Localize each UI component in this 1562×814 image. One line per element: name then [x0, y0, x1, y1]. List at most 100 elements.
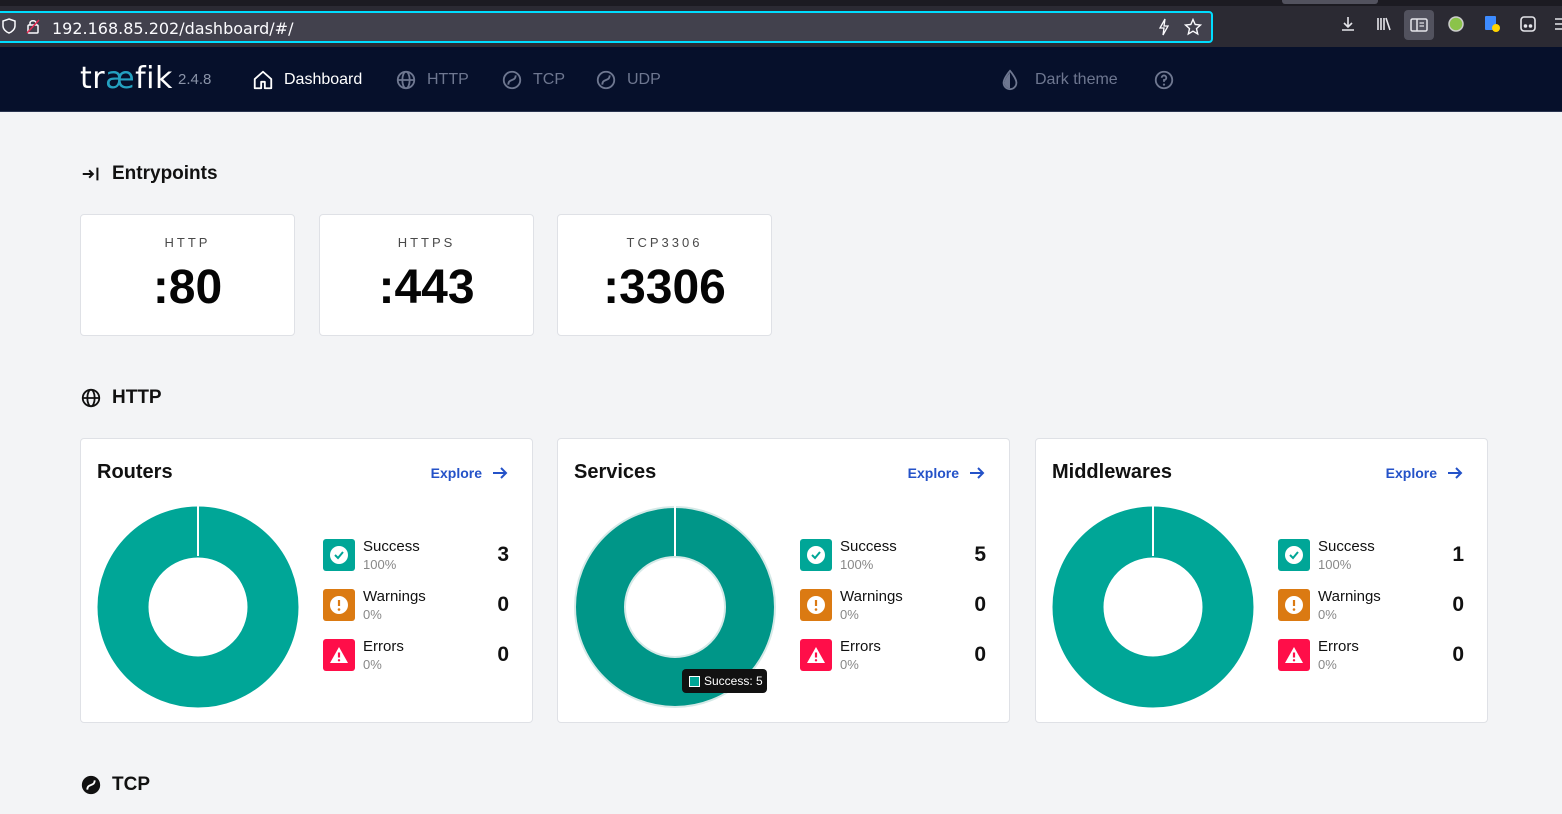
- legend-percent: 0%: [363, 657, 382, 672]
- extension-mask-icon[interactable]: [1519, 15, 1537, 33]
- legend-count: 0: [1452, 593, 1464, 616]
- entrypoint-name: HTTPS: [397, 235, 456, 250]
- legend-warnings: Warnings 0% 0: [800, 588, 986, 623]
- legend-label: Success: [363, 538, 420, 555]
- error-icon: [1278, 639, 1310, 671]
- dark-theme-toggle[interactable]: Dark theme: [999, 68, 1118, 92]
- success-icon: [1278, 539, 1310, 571]
- legend-label: Warnings: [1318, 588, 1381, 605]
- entry-arrow-icon: [82, 167, 99, 181]
- error-icon: [323, 639, 355, 671]
- nav-item-udp[interactable]: UDP: [595, 68, 661, 92]
- entrypoint-name: HTTP: [164, 235, 211, 250]
- lock-insecure-icon[interactable]: [26, 18, 40, 38]
- nav-item-label: TCP: [533, 71, 565, 88]
- explore-link[interactable]: Explore: [908, 463, 987, 483]
- url-text[interactable]: 192.168.85.202/dashboard/#/: [52, 19, 294, 38]
- legend-percent: 0%: [363, 607, 382, 622]
- legend-label: Success: [1318, 538, 1375, 555]
- legend-errors: Errors 0% 0: [800, 638, 986, 673]
- reader-view-icon[interactable]: [1404, 10, 1434, 40]
- address-bar[interactable]: 192.168.85.202/dashboard/#/: [0, 11, 1213, 43]
- download-icon[interactable]: [1339, 15, 1357, 33]
- panel-title: Services: [574, 461, 657, 483]
- explore-link[interactable]: Explore: [431, 463, 510, 483]
- nav-item-tcp[interactable]: TCP: [501, 68, 565, 92]
- legend-count: 0: [497, 593, 509, 616]
- lightning-icon[interactable]: [1158, 18, 1170, 40]
- explore-label: Explore: [430, 465, 482, 481]
- legend-label: Errors: [1318, 638, 1359, 655]
- status-donut-chart[interactable]: [97, 506, 299, 708]
- legend-label: Success: [840, 538, 897, 555]
- legend-count: 0: [974, 593, 986, 616]
- section-title-text: Entrypoints: [112, 163, 218, 184]
- dark-theme-label: Dark theme: [1035, 71, 1118, 88]
- browser-toolbar: 192.168.85.202/dashboard/#/: [0, 0, 1562, 47]
- panel-services: Services Explore Success 100% 5 Warnings…: [557, 438, 1010, 723]
- legend-count: 0: [974, 643, 986, 666]
- tooltip-text: Success: 5: [704, 674, 763, 688]
- top-navigation: træfik 2.4.8 Dashboard HTTP TCP UDP Dark…: [0, 47, 1562, 112]
- warning-icon: [323, 589, 355, 621]
- section-title-text: HTTP: [112, 387, 162, 408]
- panel-middlewares: Middlewares Explore Success 100% 1 Warni…: [1035, 438, 1488, 723]
- arrow-right-icon: [493, 467, 508, 479]
- logo-text-ae: æ: [105, 61, 136, 96]
- success-icon: [323, 539, 355, 571]
- legend-percent: 0%: [1318, 607, 1337, 622]
- success-icon: [800, 539, 832, 571]
- legend-success: Success 100% 3: [323, 538, 509, 573]
- menu-icon[interactable]: [1553, 15, 1562, 33]
- explore-label: Explore: [1385, 465, 1437, 481]
- error-icon: [800, 639, 832, 671]
- legend-label: Warnings: [363, 588, 426, 605]
- explore-link[interactable]: Explore: [1386, 463, 1465, 483]
- legend-percent: 0%: [840, 607, 859, 622]
- bookmark-star-icon[interactable]: [1183, 17, 1203, 40]
- entrypoint-card-http: HTTP :80: [80, 214, 295, 336]
- entrypoint-name: TCP3306: [626, 235, 703, 250]
- tooltip-swatch: [689, 675, 700, 687]
- legend-percent: 100%: [1318, 557, 1352, 572]
- tcp-icon: [81, 775, 101, 795]
- status-donut-chart[interactable]: [574, 506, 776, 708]
- legend-count: 0: [497, 643, 509, 666]
- legend-success: Success 100% 5: [800, 538, 986, 573]
- extension-circle-icon[interactable]: [1447, 15, 1465, 33]
- library-icon[interactable]: [1375, 15, 1393, 33]
- traefik-logo[interactable]: træfik: [80, 61, 173, 96]
- legend-count: 1: [1452, 543, 1464, 566]
- udp-icon: [596, 70, 616, 90]
- section-title-http: HTTP: [80, 387, 162, 409]
- globe-icon: [396, 70, 416, 90]
- legend-percent: 0%: [1318, 657, 1337, 672]
- legend-label: Warnings: [840, 588, 903, 605]
- warning-icon: [800, 589, 832, 621]
- legend-count: 3: [497, 543, 509, 566]
- legend-percent: 0%: [840, 657, 859, 672]
- globe-icon: [81, 388, 101, 408]
- help-icon: [1154, 70, 1174, 90]
- nav-item-http[interactable]: HTTP: [395, 68, 469, 92]
- status-donut-chart[interactable]: [1052, 506, 1254, 708]
- nav-item-label: HTTP: [427, 71, 469, 88]
- donut-hover-outline: [624, 556, 726, 658]
- legend-errors: Errors 0% 0: [323, 638, 509, 673]
- nav-item-label: UDP: [627, 71, 661, 88]
- extension-badge-icon[interactable]: [1483, 15, 1501, 33]
- chart-tooltip: Success: 5: [682, 669, 767, 693]
- entrypoint-card-tcp3306: TCP3306 :3306: [557, 214, 772, 336]
- entrypoint-port: :80: [152, 261, 223, 314]
- shield-icon[interactable]: [2, 18, 16, 38]
- help-button[interactable]: [1153, 68, 1175, 92]
- entrypoint-port: :3306: [603, 261, 726, 314]
- nav-item-dashboard[interactable]: Dashboard: [252, 68, 362, 92]
- warning-icon: [1278, 589, 1310, 621]
- browser-tab-strip: [0, 0, 1562, 6]
- legend-errors: Errors 0% 0: [1278, 638, 1464, 673]
- droplet-icon: [1002, 69, 1018, 91]
- browser-tab[interactable]: [1282, 0, 1378, 4]
- section-title-tcp: TCP: [80, 774, 150, 796]
- legend-warnings: Warnings 0% 0: [323, 588, 509, 623]
